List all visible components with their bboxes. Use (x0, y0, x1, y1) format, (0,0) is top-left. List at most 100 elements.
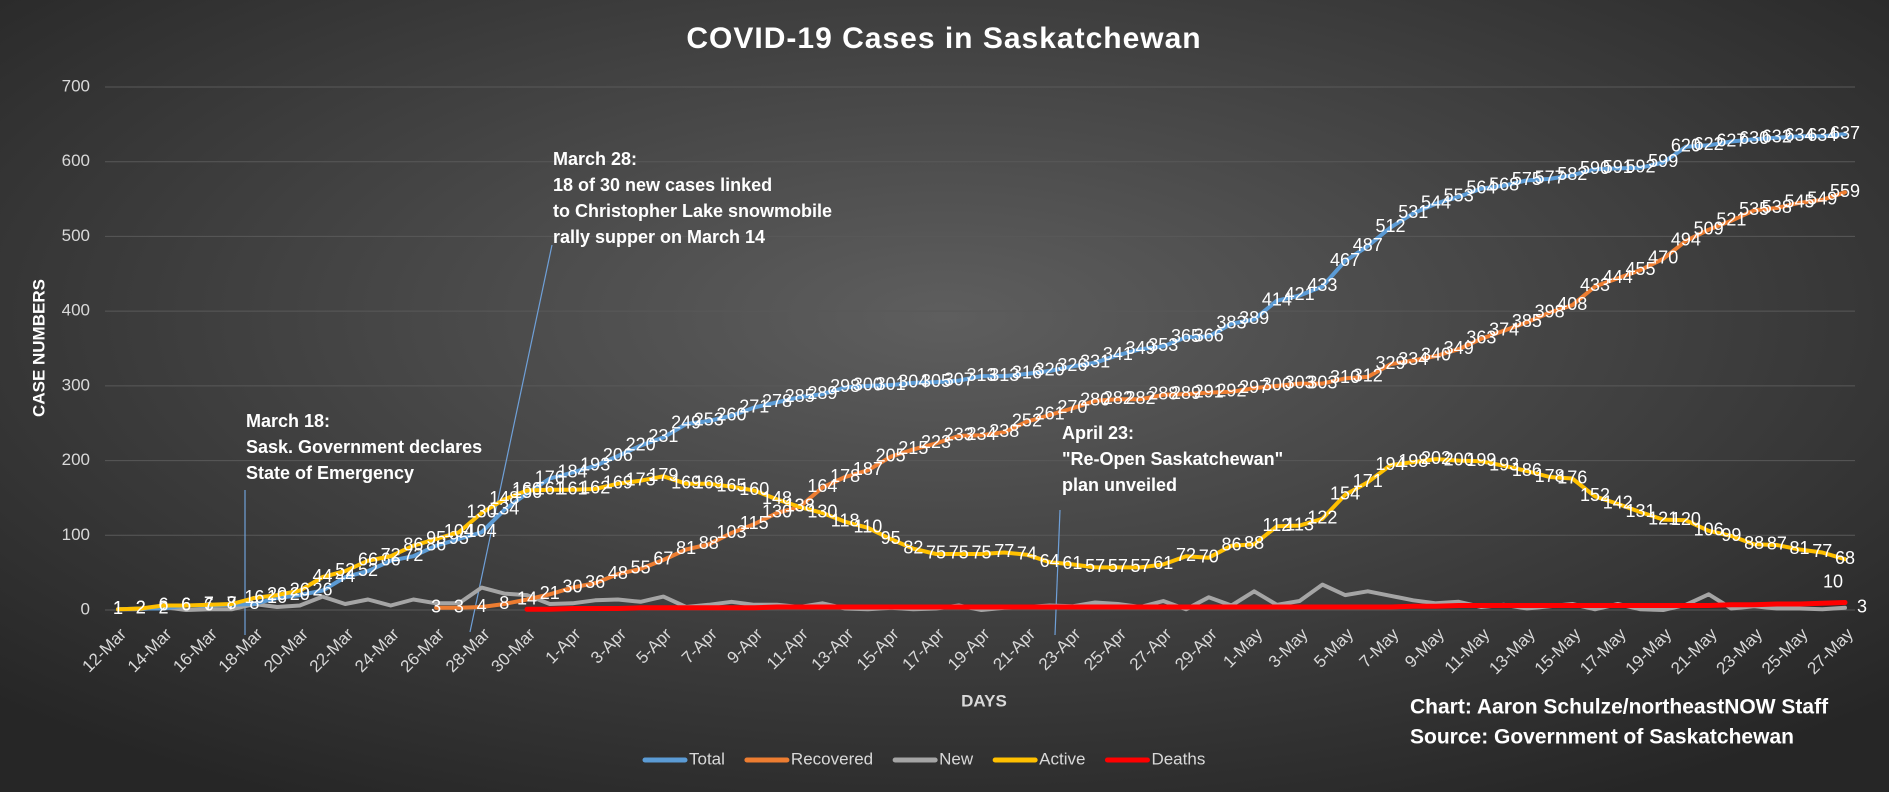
data-label: 198 (1398, 451, 1428, 471)
y-tick-label: 100 (62, 525, 90, 544)
data-label: 307 (944, 369, 974, 389)
data-label: 303 (1285, 372, 1315, 392)
data-label: 249 (671, 413, 701, 433)
data-label: 363 (1466, 328, 1496, 348)
data-label: 193 (1489, 455, 1519, 475)
data-label: 165 (717, 475, 747, 495)
data-label: 444 (1603, 267, 1633, 287)
data-label: 389 (1239, 308, 1269, 328)
series-line (524, 600, 1848, 612)
data-label: 121 (1648, 508, 1678, 528)
data-label: 467 (1330, 250, 1360, 270)
y-tick-label: 500 (62, 226, 90, 245)
x-axis-label: DAYS (961, 691, 1007, 710)
data-label: 637 (1830, 123, 1860, 143)
data-label: 223 (921, 432, 951, 452)
legend-label: Recovered (791, 749, 873, 768)
data-label: 169 (694, 472, 724, 492)
data-label: 202 (1421, 448, 1451, 468)
data-label: 57 (1085, 556, 1105, 576)
data-label: 231 (648, 426, 678, 446)
data-label: 3 (431, 597, 441, 617)
data-label: 2 (136, 597, 146, 617)
series (434, 190, 1847, 610)
data-label: 630 (1739, 128, 1769, 148)
data-label: 292 (1216, 381, 1246, 401)
data-label: 86 (403, 534, 423, 554)
data-label: 77 (994, 541, 1014, 561)
y-axis-label: CASE NUMBERS (29, 279, 48, 417)
data-label: 289 (807, 383, 837, 403)
data-label: 270 (1057, 397, 1087, 417)
legend-label: New (939, 749, 974, 768)
data-label: 122 (1307, 508, 1337, 528)
data-label: 75 (971, 543, 991, 563)
data-label: 120 (1671, 509, 1701, 529)
data-label: 57 (1131, 556, 1151, 576)
data-label: 622 (1694, 134, 1724, 154)
data-label: 169 (671, 472, 701, 492)
data-label: 261 (1035, 404, 1065, 424)
y-tick-label: 0 (81, 599, 90, 618)
legend-label: Active (1039, 749, 1085, 768)
data-label: 366 (1194, 325, 1224, 345)
data-label: 16 (244, 587, 264, 607)
data-label: 82 (903, 537, 923, 557)
annotation: to Christopher Lake snowmobile (553, 201, 832, 221)
data-label: 291 (1194, 381, 1224, 401)
data-label: 186 (1512, 460, 1542, 480)
y-tick-label: 700 (62, 76, 90, 95)
data-label: 304 (898, 372, 928, 392)
credit: Source: Government of Saskatchewan (1410, 726, 1794, 749)
annotation-leader (469, 244, 553, 633)
data-label: 70 (1199, 546, 1219, 566)
data-label: 171 (1353, 471, 1383, 491)
data-label: 104 (467, 521, 497, 541)
series-line (116, 457, 1847, 612)
data-label: 1 (113, 598, 123, 618)
data-label: 568 (1489, 174, 1519, 194)
data-label: 178 (1535, 466, 1565, 486)
data-label: 544 (1421, 192, 1451, 212)
annotation: plan unveiled (1062, 475, 1177, 495)
annotation: Sask. Government declares (246, 437, 482, 457)
data-label: 48 (608, 563, 628, 583)
data-label: 300 (1262, 375, 1292, 395)
data-label: 88 (699, 533, 719, 553)
data-label: 634 (1785, 125, 1815, 145)
data-label: 88 (1744, 533, 1764, 553)
data-label: 303 (1307, 372, 1337, 392)
data-label: 95 (881, 528, 901, 548)
data-label: 115 (740, 513, 769, 533)
data-label: 582 (1557, 164, 1587, 184)
data-label: 329 (1376, 353, 1406, 373)
data-label: 142 (1603, 493, 1633, 513)
data-label: 310 (1330, 367, 1360, 387)
data-label: 57 (1108, 556, 1128, 576)
data-label: 455 (1625, 259, 1655, 279)
data-label: 365 (1171, 326, 1201, 346)
data-label: 164 (807, 476, 837, 496)
data-label: 161 (557, 478, 587, 498)
data-label: 176 (1557, 467, 1587, 487)
data-label: 334 (1398, 349, 1428, 369)
data-label: 112 (1263, 515, 1292, 535)
data-label: 26 (312, 579, 332, 599)
data-label: 3 (1857, 597, 1867, 617)
data-label: 512 (1376, 216, 1406, 236)
data-label: 44 (312, 566, 332, 586)
data-label: 575 (1512, 169, 1542, 189)
data-label: 300 (853, 375, 883, 395)
data-label: 341 (1103, 344, 1133, 364)
data-label: 67 (653, 549, 673, 569)
series (524, 600, 1848, 612)
data-label: 176 (535, 467, 565, 487)
data-label: 30 (562, 576, 582, 596)
data-label: 535 (1739, 199, 1769, 219)
data-label: 545 (1785, 192, 1815, 212)
data-label: 215 (898, 438, 928, 458)
data-label: 297 (1239, 377, 1269, 397)
data-label: 331 (1080, 351, 1110, 371)
data-label: 398 (1535, 301, 1565, 321)
annotation: March 28: (553, 149, 637, 169)
